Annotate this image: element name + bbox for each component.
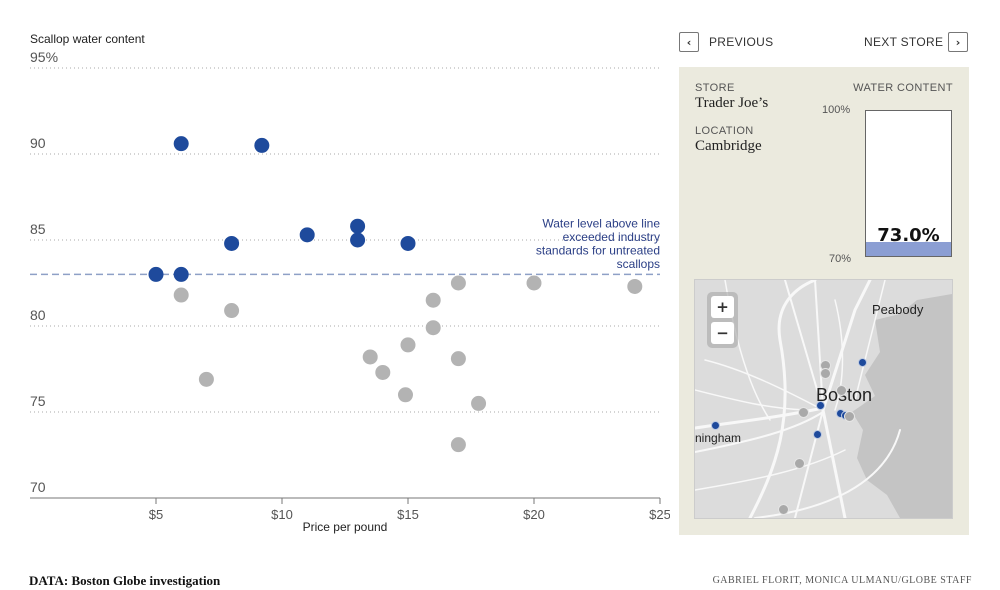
store-point-below-standard[interactable] [526,275,542,291]
water-content-gauge: 73.0% [865,110,952,257]
chevron-left-icon: ‹ [686,35,692,49]
store-point-above-standard[interactable] [173,136,189,152]
y-tick-label: 85 [30,221,46,237]
y-tick-label: 70 [30,479,46,495]
gauge-max-label: 100% [822,104,851,116]
gauge-fill [866,241,951,256]
map-marker-below-standard[interactable] [797,406,809,418]
store-point-below-standard[interactable] [375,364,391,380]
y-axis: 70 75 80 85 90 95% [30,49,58,495]
store-detail-panel: STORE Trader Joe’s LOCATION Cambridge WA… [679,67,969,535]
zoom-out-button[interactable]: − [711,322,734,344]
map-marker-above-standard[interactable] [815,400,825,410]
store-point-below-standard[interactable] [450,437,466,453]
previous-button[interactable]: ‹ [679,32,699,52]
water-content-label: WATER CONTENT [853,82,953,94]
x-tick-label: $25 [649,507,670,522]
x-tick-label: $5 [149,507,163,522]
map-marker-below-standard[interactable] [819,367,831,379]
y-tick-label: 80 [30,307,46,323]
map-marker-below-standard[interactable] [835,384,847,396]
next-store-label[interactable]: NEXT STORE [864,35,944,49]
zoom-control: + − [707,292,738,348]
chevron-right-icon: › [955,35,961,49]
map-marker-below-standard[interactable] [777,503,789,515]
y-tick-label: 90 [30,135,46,151]
x-tick-label: $15 [397,507,419,522]
store-point-below-standard[interactable] [450,351,466,367]
store-point-above-standard[interactable] [173,266,189,282]
gauge-value: 73.0% [877,224,940,246]
store-point-below-standard[interactable] [224,303,240,319]
threshold-annotation-line: exceeded industry [563,230,660,244]
location-label: LOCATION [695,125,754,137]
store-point-above-standard[interactable] [224,235,240,251]
store-point-below-standard[interactable] [400,337,416,353]
store-point-above-standard[interactable] [299,227,315,243]
scatter-chart: Scallop water content Water level above … [30,32,670,534]
location-value: Cambridge [695,138,762,154]
previous-label[interactable]: PREVIOUS [709,35,774,49]
x-tick-label: $20 [523,507,545,522]
framingham-label: ningham [695,431,742,445]
store-point-above-standard[interactable] [350,232,366,248]
peabody-label: Peabody [872,302,924,317]
map-marker-below-standard[interactable] [793,457,805,469]
threshold-annotation-line: Water level above line [542,216,660,230]
grid-lines [30,67,660,499]
next-store-button[interactable]: › [948,32,968,52]
store-point-below-standard[interactable] [425,292,441,308]
store-point-below-standard[interactable] [425,320,441,336]
gauge-min-label: 70% [829,253,852,265]
store-point-below-standard[interactable] [450,275,466,291]
map-marker-above-standard[interactable] [857,357,867,367]
store-point-above-standard[interactable] [350,218,366,234]
store-point-below-standard[interactable] [471,395,487,411]
water-area [852,294,952,518]
store-map[interactable]: Peabody Boston ningham + − [694,279,953,519]
x-tick-label: $10 [271,507,293,522]
threshold-annotation-line: standards for untreated [536,243,660,257]
chart-title: Scallop water content [30,32,145,46]
store-point-below-standard[interactable] [198,371,214,387]
store-point-above-standard[interactable] [254,137,270,153]
store-point-below-standard[interactable] [173,287,189,303]
map-marker-above-standard[interactable] [812,429,822,439]
x-axis: $5 $10 $15 $20 $25 [149,498,670,522]
store-label: STORE [695,82,735,94]
data-source: DATA: Boston Globe investigation [29,573,221,588]
map-marker-above-standard[interactable] [710,420,720,430]
y-tick-label: 75 [30,393,46,409]
store-point-below-standard[interactable] [397,387,413,403]
store-value: Trader Joe’s [695,95,769,111]
store-point-below-standard[interactable] [362,349,378,365]
map-marker-below-standard[interactable] [843,410,855,422]
store-point-below-standard[interactable] [627,278,643,294]
threshold-annotation-line: scallops [617,257,660,271]
y-tick-label: 95% [30,49,58,65]
store-point-above-standard[interactable] [148,266,164,282]
zoom-in-button[interactable]: + [711,296,734,318]
x-axis-title: Price per pound [303,520,388,534]
credit-line: GABRIEL FLORIT, MONICA ULMANU/GLOBE STAF… [712,575,972,586]
data-points [148,136,643,453]
store-point-above-standard[interactable] [400,235,416,251]
